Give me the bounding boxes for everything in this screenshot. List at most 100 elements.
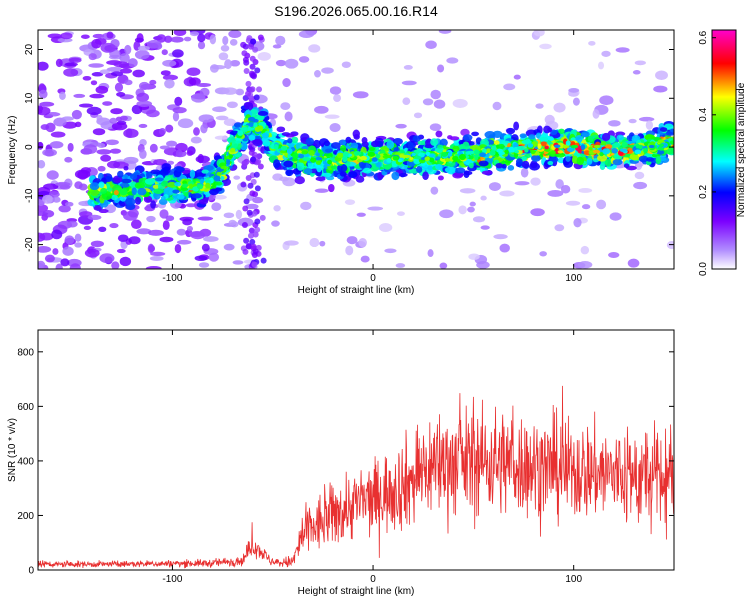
x-tick-label: 100 [565, 574, 582, 585]
snr-panel: -100 0 100 0 200 400 600 800 Height of straigh… [7, 329, 675, 597]
noise-blob [39, 101, 55, 107]
ridge-blob [623, 163, 630, 169]
ridge-core-blob [248, 116, 256, 122]
noise-blob [90, 240, 105, 248]
noise-blob [111, 122, 128, 131]
noise-blob [492, 101, 502, 111]
noise-blob [156, 34, 167, 43]
ridge-core-blob [342, 151, 349, 158]
noise-blob [160, 70, 171, 76]
noise-blob [539, 43, 552, 50]
noise-blob [243, 59, 250, 66]
ridge-core-blob [429, 157, 435, 163]
noise-blob [186, 67, 201, 77]
x-tick-label: 0 [370, 273, 376, 284]
noise-blob [44, 254, 55, 263]
noise-blob [78, 103, 94, 108]
ridge-blob [134, 196, 142, 205]
noise-blob [203, 236, 219, 242]
noise-blob [360, 255, 370, 263]
noise-blob [116, 92, 126, 97]
noise-blob [384, 248, 397, 254]
noise-blob [50, 131, 66, 138]
ridge-blob [370, 140, 380, 148]
noise-blob [54, 181, 71, 187]
ridge-blob [189, 169, 196, 179]
noise-blob [241, 50, 248, 57]
ridge-blob [153, 188, 164, 194]
ridge-core-blob [261, 132, 269, 139]
ridge-blob [281, 132, 291, 137]
ridge-core-blob [386, 158, 392, 163]
noise-blob [63, 68, 79, 77]
noise-blob [38, 106, 51, 116]
noise-blob [64, 62, 78, 67]
noise-blob [110, 71, 124, 77]
ridge-blob [528, 134, 536, 140]
noise-blob [38, 200, 45, 207]
noise-blob [139, 149, 147, 160]
ridge-blob [352, 129, 360, 139]
ridge-core-blob [414, 155, 422, 160]
ridge-core-blob [619, 148, 628, 153]
ridge-blob [507, 165, 515, 171]
noise-blob [80, 34, 90, 39]
noise-blob [87, 214, 102, 221]
ridge-core-blob [199, 178, 205, 184]
noise-blob [530, 208, 545, 217]
noise-blob [314, 105, 329, 114]
noise-blob [229, 38, 238, 46]
colorbar-ticks: 0.0 0.2 0.4 0.6 [698, 30, 716, 276]
noise-blob [174, 243, 182, 254]
noise-blob [503, 83, 516, 91]
ridge-blob [655, 155, 661, 165]
ridge-blob [339, 144, 347, 153]
ridge-blob [604, 158, 612, 167]
ridge-blob [144, 178, 156, 185]
noise-blob [196, 82, 212, 88]
noise-blob [427, 249, 434, 257]
ridge-blob [328, 183, 335, 193]
noise-blob [251, 261, 258, 268]
ridge-blob [131, 187, 137, 196]
ridge-blob [513, 121, 520, 131]
noise-blob [165, 124, 174, 133]
ridge-blob [175, 166, 185, 172]
ridge-core-blob [308, 149, 315, 156]
noise-blob [599, 95, 614, 106]
noise-blob [215, 115, 229, 121]
ridge-core-blob [634, 149, 642, 155]
noise-blob [254, 226, 261, 233]
colorbar-tick-label: 0.6 [698, 30, 709, 44]
noise-blob [172, 106, 187, 114]
noise-blob [314, 70, 321, 78]
noise-blob [588, 40, 596, 46]
noise-blob [124, 79, 133, 86]
ridge-core-blob [452, 155, 459, 161]
noise-blob [655, 70, 668, 81]
ridge-core-blob [367, 151, 376, 157]
noise-blob [198, 114, 214, 123]
noise-blob [228, 219, 237, 226]
ridge-core-blob [248, 122, 255, 128]
ridge-core-blob [436, 148, 443, 154]
noise-blob [42, 148, 57, 157]
noise-blob [194, 255, 208, 262]
x-tick-label: -100 [162, 574, 182, 585]
noise-blob [186, 225, 193, 232]
noise-blob [254, 218, 261, 225]
ridge-core-blob [570, 144, 579, 149]
ridge-blob [521, 160, 530, 169]
ridge-blob [439, 138, 448, 147]
noise-blob [252, 46, 259, 53]
noise-blob [226, 101, 238, 109]
ridge-blob [291, 136, 299, 144]
ridge-core-blob [330, 165, 337, 170]
noise-blob [208, 252, 220, 262]
ridge-blob [161, 180, 169, 187]
noise-blob [260, 257, 267, 264]
noise-blob [245, 80, 252, 87]
noise-blob [346, 236, 358, 245]
noise-blob [468, 253, 480, 260]
noise-blob [123, 156, 139, 164]
